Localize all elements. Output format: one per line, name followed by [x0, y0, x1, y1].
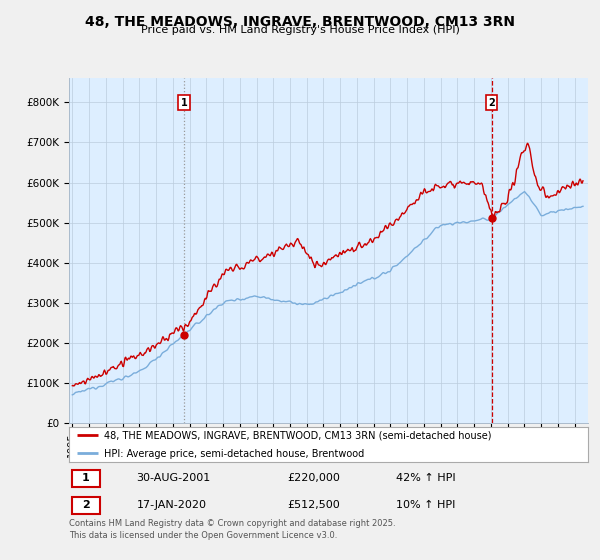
Text: 1: 1 — [181, 97, 187, 108]
Text: 10% ↑ HPI: 10% ↑ HPI — [396, 500, 455, 510]
Text: Price paid vs. HM Land Registry's House Price Index (HPI): Price paid vs. HM Land Registry's House … — [140, 25, 460, 35]
Text: 2: 2 — [82, 500, 89, 510]
Text: £512,500: £512,500 — [287, 500, 340, 510]
FancyBboxPatch shape — [71, 497, 100, 514]
Text: 48, THE MEADOWS, INGRAVE, BRENTWOOD, CM13 3RN: 48, THE MEADOWS, INGRAVE, BRENTWOOD, CM1… — [85, 15, 515, 29]
Text: Contains HM Land Registry data © Crown copyright and database right 2025.
This d: Contains HM Land Registry data © Crown c… — [69, 519, 395, 540]
Text: £220,000: £220,000 — [287, 473, 340, 483]
Text: 48, THE MEADOWS, INGRAVE, BRENTWOOD, CM13 3RN (semi-detached house): 48, THE MEADOWS, INGRAVE, BRENTWOOD, CM1… — [104, 431, 492, 441]
Text: 30-AUG-2001: 30-AUG-2001 — [136, 473, 211, 483]
Text: 2: 2 — [488, 97, 495, 108]
Text: 17-JAN-2020: 17-JAN-2020 — [136, 500, 206, 510]
Text: 1: 1 — [82, 473, 89, 483]
Text: 42% ↑ HPI: 42% ↑ HPI — [396, 473, 455, 483]
Text: HPI: Average price, semi-detached house, Brentwood: HPI: Average price, semi-detached house,… — [104, 449, 365, 459]
FancyBboxPatch shape — [71, 470, 100, 487]
